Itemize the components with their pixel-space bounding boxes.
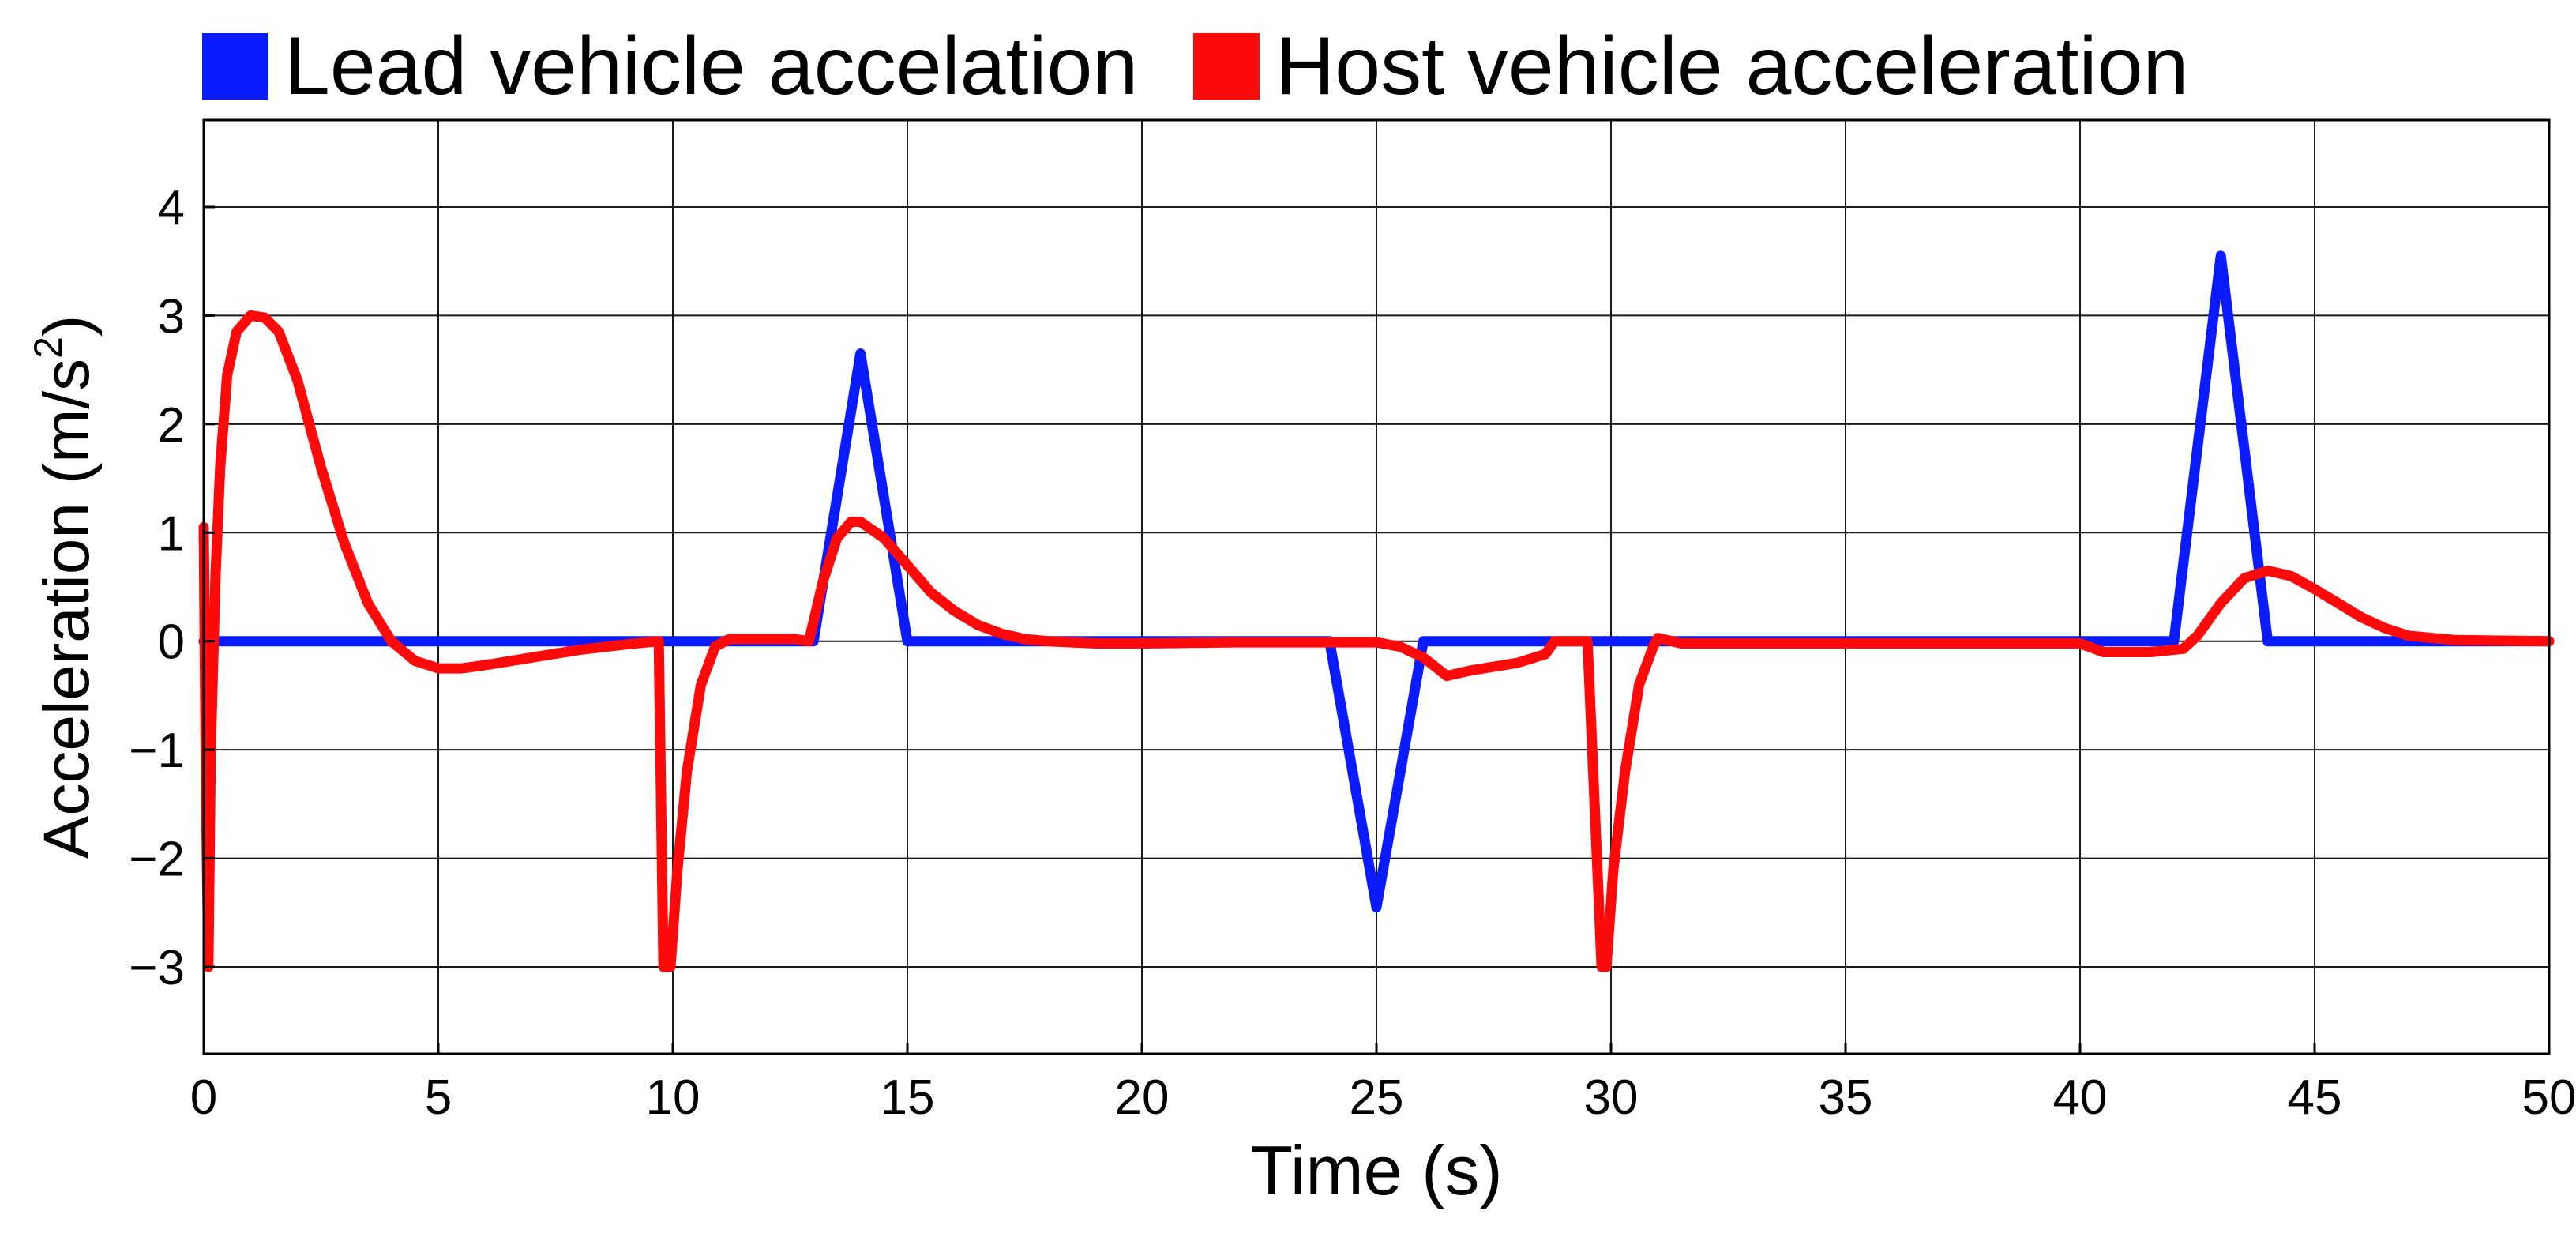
- y-tick-label-6: 3: [158, 289, 185, 344]
- x-tick-label-10: 50: [2522, 1070, 2576, 1125]
- y-tick-label-4: 1: [158, 506, 185, 561]
- y-axis-title-main: Acceleration (m/s: [31, 359, 103, 859]
- legend-swatch-host: [1193, 33, 1260, 100]
- x-tick-label-3: 15: [881, 1070, 935, 1125]
- y-tick-label-3: 0: [158, 615, 185, 670]
- x-axis-title: Time (s): [1250, 1131, 1502, 1209]
- x-tick-label-6: 30: [1584, 1070, 1639, 1125]
- y-tick-label-2: −1: [129, 724, 185, 778]
- x-tick-label-4: 20: [1115, 1070, 1170, 1125]
- series-line-lead: [198, 250, 2555, 912]
- y-axis-title: Acceleration (m/s2): [26, 315, 103, 859]
- y-tick-label-1: −2: [129, 833, 185, 887]
- x-tick-label-0: 0: [190, 1070, 217, 1125]
- grid: [204, 120, 2549, 1054]
- series-line-host: [198, 310, 2555, 972]
- y-tick-label-7: 4: [158, 181, 185, 235]
- x-tick-label-2: 10: [646, 1070, 700, 1125]
- legend-swatch-lead: [202, 33, 268, 100]
- x-tick-label-8: 40: [2053, 1070, 2108, 1125]
- x-tick-label-5: 25: [1350, 1070, 1404, 1125]
- tick-layer: 0 5 10 15 20 25 30 35 40 45 50 −3 −2 −1 0 1 2 3 4: [129, 181, 2576, 1125]
- legend-label-host: Host vehicle acceleration: [1275, 21, 2189, 112]
- series-layer: [198, 250, 2555, 972]
- legend: Lead vehicle accelation Host vehicle acc…: [202, 19, 2244, 114]
- y-tick-label-0: −3: [129, 941, 185, 995]
- axis-titles: Time (s) Acceleration (m/s2): [26, 315, 1503, 1209]
- y-axis-title-close: ): [31, 315, 103, 337]
- legend-item-lead: Lead vehicle accelation: [202, 25, 1138, 107]
- x-tick-label-9: 45: [2288, 1070, 2342, 1125]
- y-tick-label-5: 2: [158, 398, 185, 453]
- y-axis-title-superscript: 2: [26, 337, 70, 359]
- legend-label-lead: Lead vehicle accelation: [284, 21, 1139, 112]
- x-tick-label-7: 35: [1819, 1070, 1873, 1125]
- x-tick-label-1: 5: [425, 1070, 452, 1125]
- legend-item-host: Host vehicle acceleration: [1193, 25, 2188, 107]
